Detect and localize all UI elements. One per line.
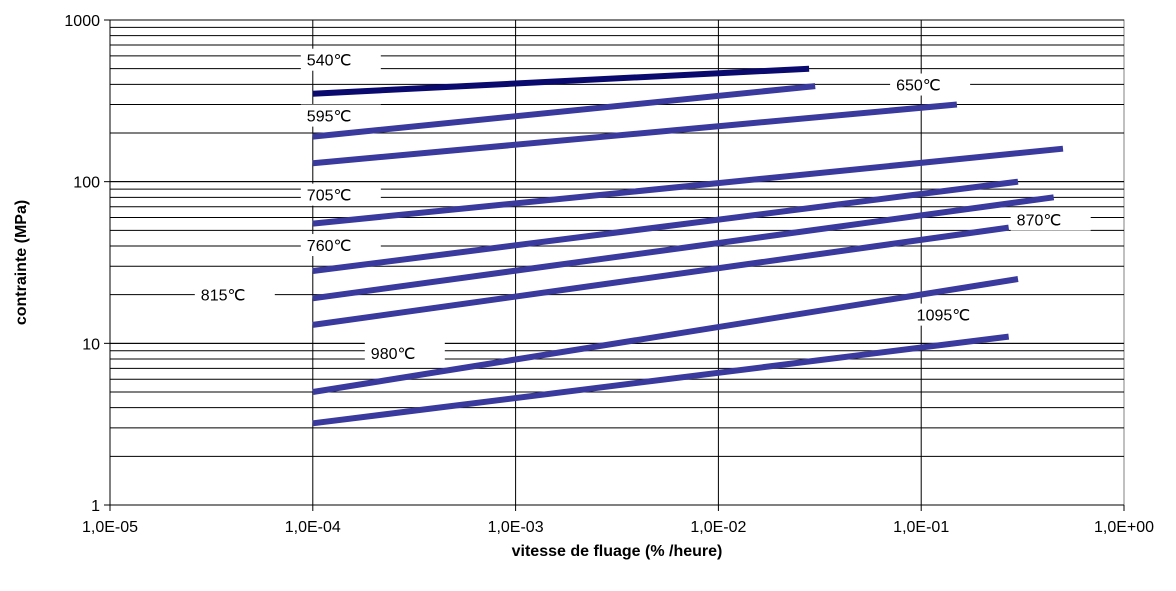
x-tick-label: 1,0E-01 — [893, 519, 949, 536]
x-tick-label: 1,0E-05 — [82, 519, 138, 536]
series-lines — [312, 65, 1064, 427]
x-axis-title: vitesse de fluage (% /heure) — [512, 543, 723, 560]
series-label: 870℃ — [1017, 213, 1062, 230]
y-tick-label: 1 — [91, 498, 100, 515]
series-label: 815℃ — [201, 287, 246, 304]
series-label-bg — [364, 341, 445, 364]
axes: 1 10 100 1000 1,0E-05 1,0E-04 1,0E-03 1,0E-02 1,… — [64, 13, 1154, 536]
series-label-bg — [300, 104, 381, 127]
series-label: 650℃ — [896, 78, 941, 95]
series-label-bg — [1010, 208, 1091, 231]
series-label-bg — [194, 283, 275, 306]
series-label-bg — [910, 303, 991, 326]
series-line — [312, 145, 1064, 227]
gridlines — [109, 19, 1125, 506]
series-labels: 540℃ 595℃ 650℃ 705℃ 760℃ 815℃ 870℃ 980℃ 1095℃ — [194, 48, 1091, 364]
series-line — [312, 276, 1019, 395]
x-tick-label: 1,0E-04 — [285, 519, 341, 536]
series-label: 980℃ — [371, 346, 416, 363]
series-label-bg — [300, 183, 381, 206]
series-label-bg — [300, 48, 381, 71]
y-tick-label: 10 — [82, 336, 100, 353]
series-line — [312, 224, 1010, 328]
series-label: 595℃ — [307, 109, 352, 126]
x-tick-label: 1,0E-03 — [488, 519, 544, 536]
series-line — [312, 65, 810, 97]
x-tick-label: 1,0E+00 — [1094, 519, 1154, 536]
series-line — [312, 83, 816, 140]
series-label-bg — [300, 234, 381, 257]
series-label: 1095℃ — [917, 308, 971, 325]
series-line — [312, 333, 1010, 427]
series-label: 540℃ — [307, 53, 352, 70]
series-label: 760℃ — [307, 238, 352, 255]
y-tick-label: 100 — [73, 175, 100, 192]
x-tick-label: 1,0E-02 — [690, 519, 746, 536]
series-label: 705℃ — [307, 188, 352, 205]
y-tick-label: 1000 — [64, 13, 100, 30]
series-line — [312, 194, 1055, 302]
series-line — [312, 101, 958, 167]
series-label-bg — [890, 73, 971, 96]
y-axis-title: contrainte (MPa) — [13, 200, 30, 325]
series-line — [312, 178, 1019, 274]
plot-area-border — [109, 19, 1125, 506]
